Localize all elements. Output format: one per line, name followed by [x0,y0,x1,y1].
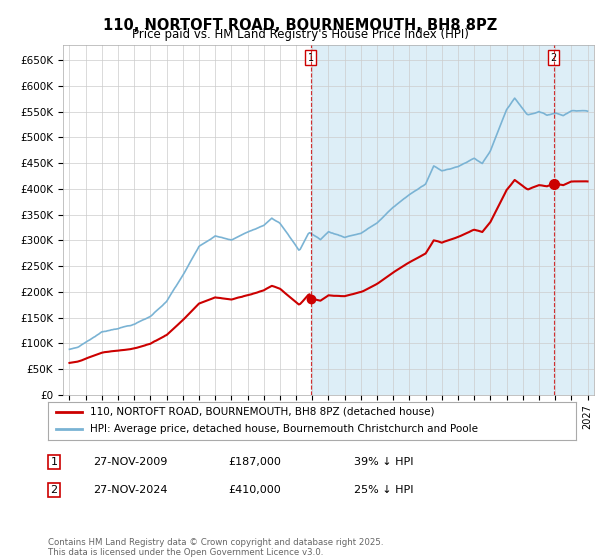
Text: 27-NOV-2009: 27-NOV-2009 [93,457,167,467]
Text: 110, NORTOFT ROAD, BOURNEMOUTH, BH8 8PZ: 110, NORTOFT ROAD, BOURNEMOUTH, BH8 8PZ [103,18,497,33]
Text: 39% ↓ HPI: 39% ↓ HPI [354,457,413,467]
Text: HPI: Average price, detached house, Bournemouth Christchurch and Poole: HPI: Average price, detached house, Bour… [90,424,478,435]
Bar [311,45,594,395]
Text: 25% ↓ HPI: 25% ↓ HPI [354,485,413,495]
Text: 2: 2 [50,485,58,495]
Text: 1: 1 [50,457,58,467]
Text: Price paid vs. HM Land Registry's House Price Index (HPI): Price paid vs. HM Land Registry's House … [131,28,469,41]
Text: 27-NOV-2024: 27-NOV-2024 [93,485,167,495]
Text: £187,000: £187,000 [228,457,281,467]
Text: 110, NORTOFT ROAD, BOURNEMOUTH, BH8 8PZ (detached house): 110, NORTOFT ROAD, BOURNEMOUTH, BH8 8PZ … [90,407,435,417]
Text: 2: 2 [550,53,557,63]
Text: 1: 1 [308,53,314,63]
Text: Contains HM Land Registry data © Crown copyright and database right 2025.
This d: Contains HM Land Registry data © Crown c… [48,538,383,557]
Text: £410,000: £410,000 [228,485,281,495]
